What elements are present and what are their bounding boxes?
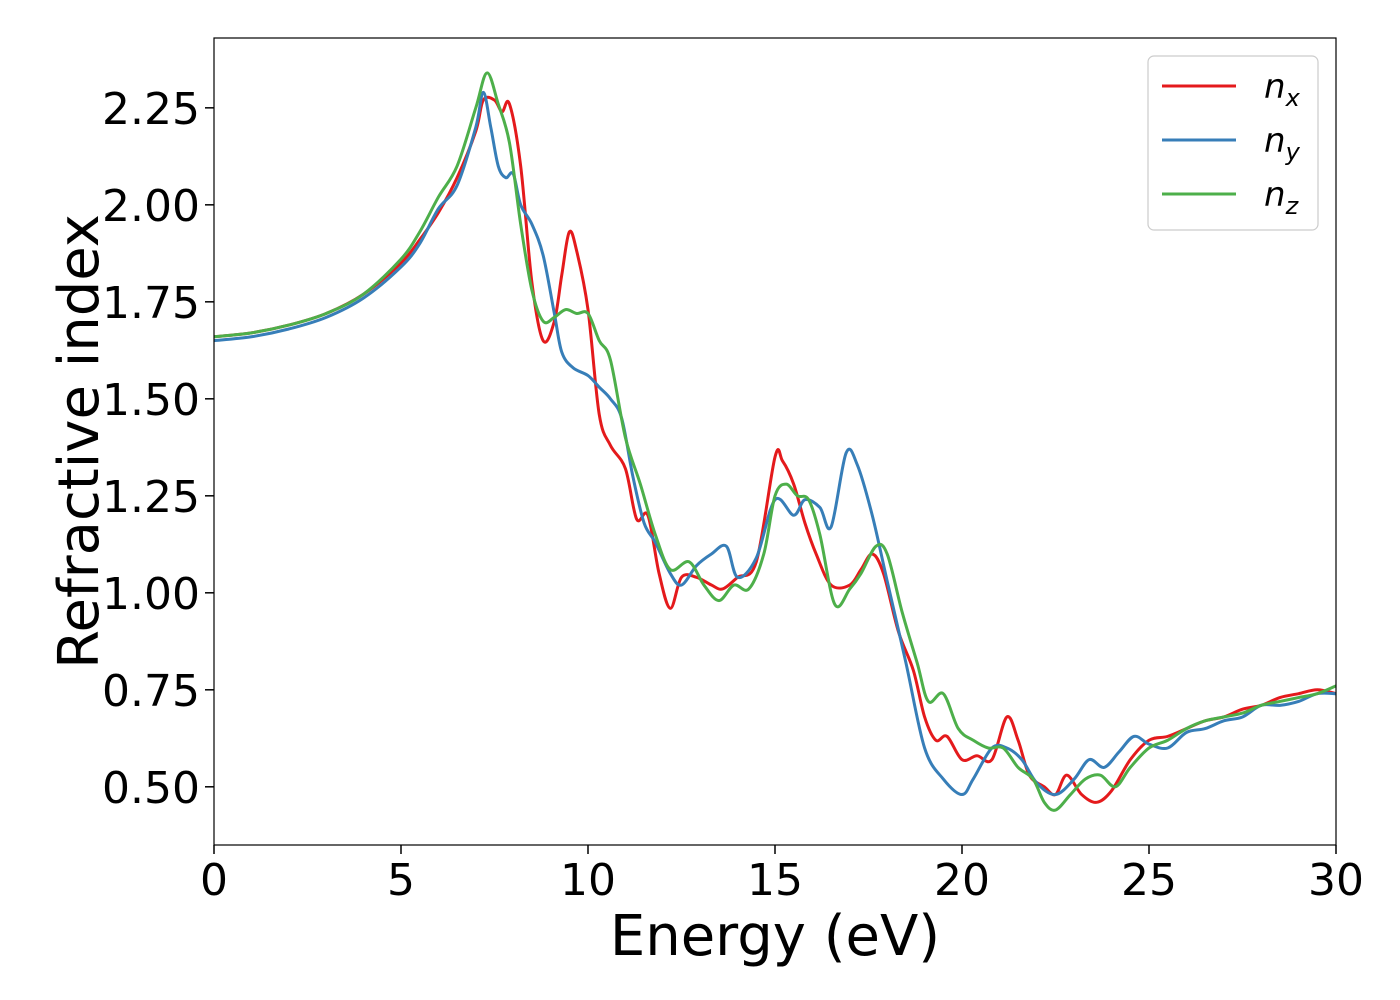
y-tick-label: 2.00 [102,181,200,232]
x-tick-label: 10 [560,855,616,906]
x-tick-label: 15 [747,855,803,906]
y-tick-label: 1.00 [102,569,200,620]
legend-box [1147,55,1319,231]
series-layer [214,71,1336,812]
y-axis-label: Refractive index [47,214,112,669]
legend-label-subscript: x [1285,84,1301,112]
legend-label-base: n [1264,67,1286,107]
x-tick-label: 0 [200,855,228,906]
y-tick-label: 0.75 [102,666,200,717]
x-tick-label: 20 [934,855,990,906]
legend-label-z: nz [1264,175,1300,220]
tick-layer: 0 5 10 15 20 25 30 0.50 0.75 1.00 1.25 1.50 1.75 2.00… [102,84,1364,906]
legend-label-base: n [1264,121,1286,161]
x-tick-label: 5 [387,855,415,906]
legend-label-subscript: y [1285,138,1301,166]
y-tick-label: 2.25 [102,84,200,135]
legend-label-y: ny [1264,121,1301,166]
x-tick-label: 30 [1308,855,1364,906]
x-axis-label: Energy (eV) [610,904,940,969]
y-tick-label: 1.50 [102,375,200,426]
series-line-x [214,95,1336,804]
series-line-z [214,71,1336,812]
x-tick-label: 25 [1121,855,1177,906]
y-tick-label: 1.25 [102,472,200,523]
y-tick-label: 0.50 [102,763,200,814]
legend-label-subscript: z [1285,192,1300,220]
legend-label-x: nx [1264,67,1301,112]
y-tick-label: 1.75 [102,278,200,329]
legend-label-base: n [1264,175,1286,215]
plot-frame [213,37,1337,846]
